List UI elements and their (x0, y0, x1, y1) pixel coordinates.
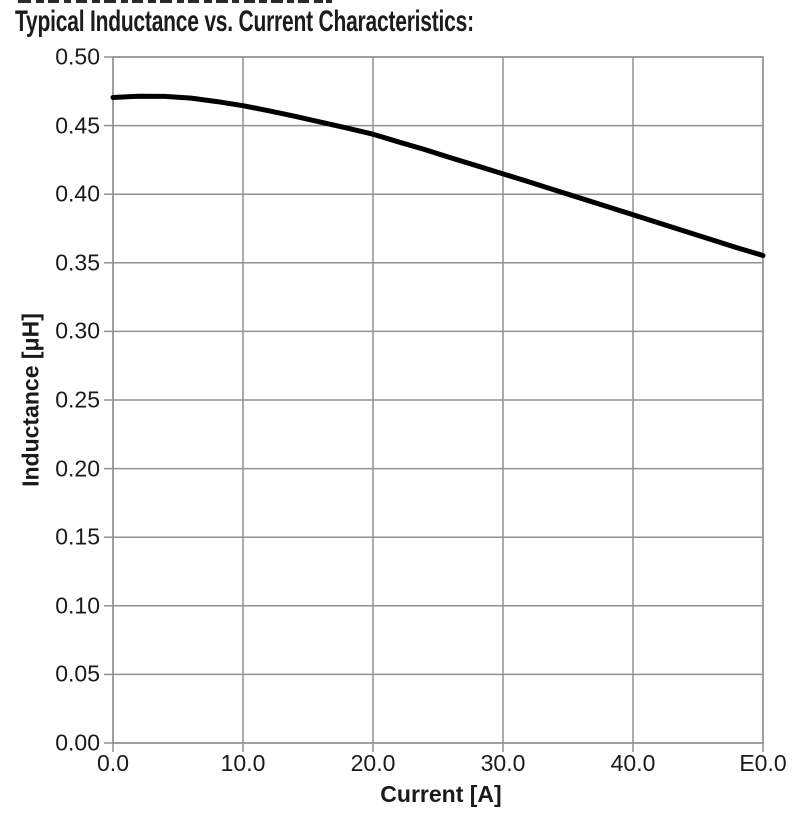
x-tick-label: 0.0 (97, 750, 129, 776)
y-tick-label: 0.30 (55, 317, 100, 344)
cropped-text-artifact (160, 0, 172, 3)
cropped-text-artifact (287, 0, 294, 3)
y-tick-label: 0.50 (55, 43, 100, 70)
y-tick-label: 0.45 (55, 112, 100, 139)
cropped-text-artifact (148, 0, 156, 3)
cropped-text-artifact (132, 0, 143, 3)
cropped-text-artifact (232, 0, 239, 3)
cropped-text-artifact (36, 0, 44, 3)
y-tick-label: 0.00 (55, 729, 100, 756)
cropped-text-artifact (104, 0, 116, 3)
x-tick-label: E0.0 (739, 750, 787, 776)
x-axis-title: Current [A] (380, 781, 502, 807)
y-tick-label: 0.20 (55, 455, 100, 482)
x-tick-label: 20.0 (350, 750, 396, 776)
x-tick-label: 30.0 (480, 750, 526, 776)
cropped-text-artifact (259, 0, 267, 3)
x-tick-label: 10.0 (220, 750, 266, 776)
cropped-text-artifact (188, 0, 199, 3)
chart-title: Typical Inductance vs. Current Character… (15, 5, 474, 38)
cropped-text-artifact (271, 0, 283, 3)
cropped-text-artifact (92, 0, 100, 3)
y-tick-label: 0.35 (55, 249, 100, 276)
y-axis-title: Inductance [μH] (17, 313, 44, 487)
cropped-text-artifact (76, 0, 87, 3)
y-tick-label: 0.10 (55, 592, 100, 619)
cropped-text-artifact (48, 0, 59, 3)
y-tick-label: 0.40 (55, 180, 100, 207)
y-tick-label: 0.05 (55, 660, 100, 687)
cropped-text-artifact (244, 0, 255, 3)
cropped-text-artifact (204, 0, 212, 3)
inductance-curve (110, 93, 766, 259)
cropped-text-artifact (64, 0, 71, 3)
cropped-text-artifact (298, 0, 309, 3)
cropped-text-artifact (121, 0, 128, 3)
x-tick-label: 40.0 (610, 750, 656, 776)
cropped-text-artifact (18, 0, 31, 3)
cropped-text-artifact (216, 0, 228, 3)
y-tick-label: 0.15 (55, 523, 100, 550)
cropped-text-artifact (326, 0, 332, 3)
cropped-text-artifact (177, 0, 184, 3)
y-tick-label: 0.25 (55, 386, 100, 413)
cropped-text-artifact (314, 0, 323, 3)
